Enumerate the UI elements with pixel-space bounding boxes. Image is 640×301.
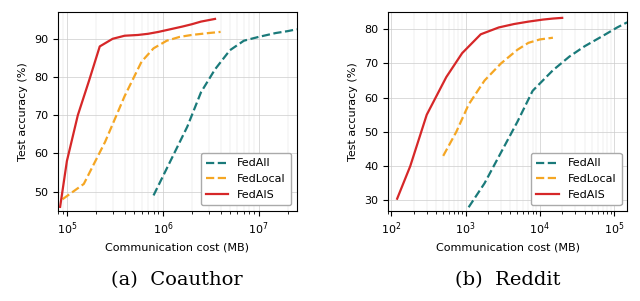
FedAIS — [549, 17, 557, 20]
FedAll — [255, 35, 262, 39]
FedAIS — [56, 205, 64, 209]
Line: FedAll: FedAll — [154, 29, 297, 195]
FedAIS — [539, 18, 547, 21]
FedLocal — [465, 103, 472, 106]
FedAIS — [510, 22, 518, 26]
FedAll — [580, 45, 588, 48]
FedAIS — [74, 113, 82, 117]
FedAll — [497, 151, 505, 154]
FedAIS — [134, 33, 141, 37]
FedAIS — [144, 32, 152, 36]
FedAll — [623, 20, 631, 24]
FedAll — [272, 31, 280, 35]
FedAll — [293, 27, 301, 31]
FedLocal — [452, 130, 460, 134]
FedAIS — [155, 30, 163, 34]
FedAIS — [442, 75, 450, 79]
FedAIS — [406, 164, 414, 168]
FedLocal — [536, 38, 543, 41]
FedAIS — [558, 16, 566, 20]
FedLocal — [514, 48, 522, 51]
FedLocal — [549, 36, 557, 39]
FedLocal — [121, 94, 129, 98]
FedAll — [599, 34, 607, 38]
FedAIS — [477, 33, 484, 36]
FedLocal — [80, 182, 88, 186]
Text: (a)  Coauthor: (a) Coauthor — [111, 271, 243, 289]
FedAIS — [96, 45, 104, 48]
FedAll — [549, 68, 557, 72]
FedAll — [613, 26, 621, 29]
FedAIS — [109, 37, 116, 41]
FedAIS — [394, 197, 401, 200]
FedAll — [184, 125, 191, 129]
FedLocal — [59, 197, 67, 201]
FedAll — [514, 120, 522, 123]
Y-axis label: Test accuracy (%): Test accuracy (%) — [348, 62, 358, 161]
FedAll — [211, 67, 219, 71]
X-axis label: Communication cost (MB): Communication cost (MB) — [105, 243, 249, 253]
FedAll — [284, 29, 291, 33]
FedAIS — [85, 79, 93, 82]
FedLocal — [176, 35, 184, 39]
FedAIS — [121, 34, 129, 38]
FedLocal — [150, 47, 157, 50]
FedAll — [197, 91, 205, 94]
FedLocal — [138, 60, 145, 64]
Line: FedAIS: FedAIS — [397, 18, 562, 199]
Line: FedLocal: FedLocal — [63, 32, 221, 199]
Legend: FedAll, FedLocal, FedAIS: FedAll, FedLocal, FedAIS — [200, 153, 291, 205]
FedAIS — [197, 20, 205, 23]
X-axis label: Communication cost (MB): Communication cost (MB) — [436, 243, 580, 253]
FedAIS — [495, 26, 502, 29]
FedAll — [529, 89, 536, 93]
Legend: FedAll, FedLocal, FedAIS: FedAll, FedLocal, FedAIS — [531, 153, 621, 205]
Line: FedAIS: FedAIS — [60, 19, 215, 207]
FedLocal — [481, 79, 488, 82]
FedLocal — [497, 62, 505, 65]
FedAll — [465, 206, 472, 209]
FedAIS — [423, 113, 431, 116]
FedLocal — [439, 154, 447, 158]
FedLocal — [163, 39, 171, 42]
FedAll — [566, 55, 573, 58]
FedLocal — [525, 41, 532, 45]
FedLocal — [217, 30, 225, 34]
FedLocal — [101, 140, 109, 144]
FedAIS — [458, 51, 466, 55]
FedAll — [481, 182, 488, 185]
FedLocal — [205, 31, 212, 35]
FedAIS — [525, 20, 532, 23]
Y-axis label: Test accuracy (%): Test accuracy (%) — [18, 62, 28, 161]
Line: FedAll: FedAll — [468, 22, 627, 207]
FedAIS — [188, 23, 196, 26]
Text: (b)  Reddit: (b) Reddit — [455, 271, 560, 289]
FedAIS — [179, 25, 186, 28]
FedAll — [150, 194, 157, 197]
FedAll — [226, 48, 234, 52]
Line: FedLocal: FedLocal — [443, 38, 553, 156]
FedAll — [166, 159, 174, 163]
FedAIS — [211, 17, 219, 21]
FedAll — [240, 39, 248, 42]
FedAIS — [63, 159, 71, 163]
FedAIS — [166, 27, 174, 31]
FedLocal — [188, 33, 196, 37]
